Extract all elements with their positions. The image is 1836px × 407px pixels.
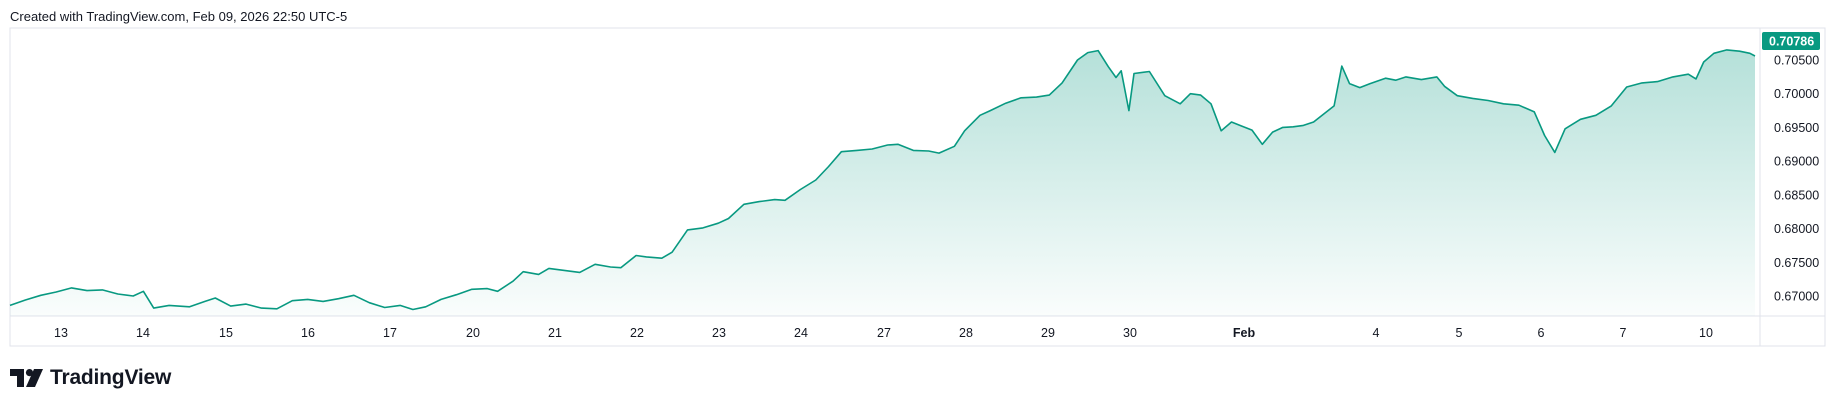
price-axis-tick-label: 0.68500 (1774, 188, 1819, 202)
chart-creation-caption: Created with TradingView.com, Feb 09, 20… (10, 9, 348, 24)
time-axis-tick-label: 13 (54, 326, 68, 340)
time-axis-tick-label: 29 (1041, 326, 1055, 340)
price-axis-tick-label: 0.67000 (1774, 290, 1819, 304)
tradingview-logo[interactable]: TradingView (10, 366, 171, 390)
time-axis-tick-label: 5 (1456, 326, 1463, 340)
tradingview-logo-icon (10, 369, 43, 387)
time-axis-tick-label: 6 (1538, 326, 1545, 340)
time-axis-tick-label: 23 (712, 326, 726, 340)
time-axis-tick-label: 14 (136, 326, 150, 340)
time-axis-tick-label: 21 (548, 326, 562, 340)
price-axis-tick-label: 0.69000 (1774, 155, 1819, 169)
time-axis-tick-label: 4 (1373, 326, 1380, 340)
price-area-fill (10, 49, 1755, 317)
price-axis-tick-label: 0.69500 (1774, 121, 1819, 135)
last-price-tag-label: 0.70786 (1769, 35, 1814, 49)
time-axis-tick-label: 20 (466, 326, 480, 340)
price-line (9, 49, 1756, 311)
time-axis-tick-label: 10 (1699, 326, 1713, 340)
price-axis-tick-label: 0.70500 (1774, 54, 1819, 68)
plot-border (9, 27, 1826, 347)
time-axis-tick-label: 30 (1123, 326, 1137, 340)
time-axis-tick-label: 15 (219, 326, 233, 340)
time-axis-tick-label: 27 (877, 326, 891, 340)
price-axis[interactable]: 0.70500 0.70000 0.69500 0.69000 0.68500 0.680… (1774, 54, 1819, 304)
last-price-tag-background (1762, 32, 1820, 50)
time-axis-tick-label: Feb (1233, 326, 1256, 340)
price-axis-tick-label: 0.70000 (1774, 87, 1819, 101)
tradingview-logo-text: TradingView (50, 366, 172, 389)
time-axis[interactable]: 13 14 15 16 17 20 21 22 23 24 27 28 29 30 Feb 4 5 6 7 10 (54, 326, 1713, 340)
time-axis-tick-label: 28 (959, 326, 973, 340)
price-axis-tick-label: 0.67500 (1774, 256, 1819, 270)
time-axis-tick-label: 17 (383, 326, 397, 340)
time-axis-tick-label: 24 (794, 326, 808, 340)
last-price-tag: 0.70786 (1762, 32, 1820, 50)
time-axis-tick-label: 22 (630, 326, 644, 340)
time-axis-tick-label: 7 (1620, 326, 1627, 340)
time-axis-tick-label: 16 (301, 326, 315, 340)
price-axis-tick-label: 0.68000 (1774, 222, 1819, 236)
